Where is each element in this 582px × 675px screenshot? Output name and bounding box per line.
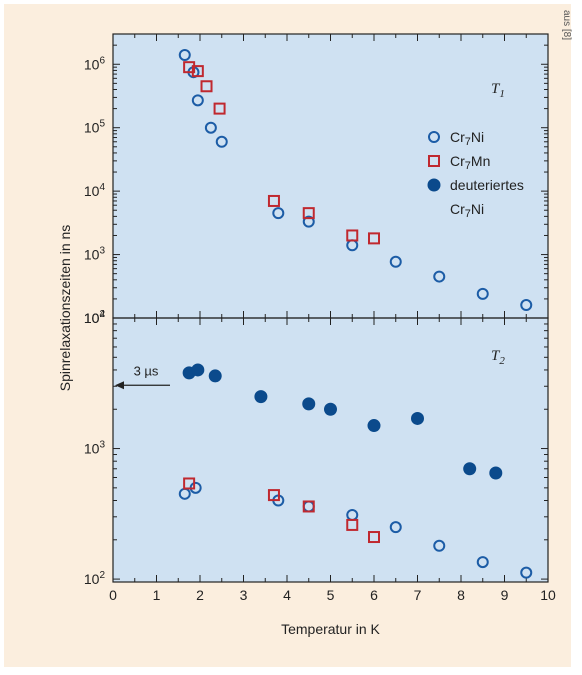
t1-point-open-square [191, 65, 204, 78]
t2-point-open-square [346, 518, 359, 531]
t1-point-open-square [368, 232, 380, 245]
legend-marker-open-circle [428, 131, 440, 143]
t1-point-open-circle [215, 135, 228, 148]
t1-point-open-circle [178, 48, 191, 61]
x-axis-title: Temperatur in K [281, 621, 380, 637]
t1-point-open-circle [520, 299, 533, 312]
t2-point-filled-circle [489, 466, 503, 480]
legend-marker-open-square [428, 155, 440, 167]
t1-point-open-square [302, 207, 315, 220]
t2-point-open-circle [476, 556, 489, 569]
annotation-label: 3 µs [134, 363, 159, 378]
t1-point-open-circle [476, 287, 489, 300]
annotation-arrowhead [115, 381, 124, 390]
t2-y-tick-label: 102 [84, 570, 106, 587]
frame-t2 [112, 317, 549, 583]
source-credit: aus [8] [561, 10, 572, 41]
t2-point-open-square [267, 489, 280, 502]
t2-point-open-square [368, 531, 380, 544]
legend-marker-filled-circle [427, 178, 441, 192]
t1-point-open-square [267, 194, 280, 207]
t2-y-tick-label: 104 [84, 309, 106, 326]
t2-point-filled-circle [191, 363, 205, 377]
panel-label-t1: T1 [491, 81, 505, 100]
t2-point-open-square [302, 500, 315, 513]
legend-label: Cr7Mn [450, 153, 490, 172]
t1-point-open-circle [389, 255, 402, 268]
t2-point-open-square [183, 477, 196, 490]
plot-area-t1 [113, 34, 548, 318]
x-tick-label: 5 [327, 587, 335, 603]
t1-y-tick-label: 102 [84, 309, 106, 326]
t2-y-tick-label: 103 [84, 440, 106, 457]
t1-point-open-circle [302, 215, 315, 228]
t1-point-open-circle [204, 121, 217, 134]
x-tick-label: 10 [540, 587, 556, 603]
t1-y-tick-label: 104 [84, 182, 106, 199]
panel-label-t2: T2 [491, 348, 505, 367]
t2-point-open-circle [389, 521, 402, 534]
y-axis-title: Spinrelaxationszeiten in ns [57, 225, 73, 392]
t1-y-tick-label: 105 [84, 119, 106, 136]
t2-point-filled-circle [367, 419, 381, 433]
plot-area-t2 [113, 318, 548, 582]
t2-point-filled-circle [463, 462, 477, 476]
t1-y-tick-label: 103 [84, 246, 106, 263]
x-tick-label: 8 [457, 587, 465, 603]
t1-y-tick-label: 106 [84, 55, 106, 72]
legend-label: Cr7Ni [450, 129, 484, 148]
legend-label: deuteriertes [450, 177, 524, 193]
t1-point-open-square [183, 61, 196, 74]
t1-point-open-circle [191, 94, 204, 107]
t2-point-filled-circle [411, 411, 424, 425]
t2-point-filled-circle [254, 390, 268, 404]
t1-point-open-square [346, 229, 359, 242]
x-tick-label: 3 [240, 587, 248, 603]
x-tick-label: 0 [109, 587, 117, 603]
t1-point-open-circle [433, 270, 446, 283]
x-tick-label: 6 [370, 587, 378, 603]
t2-point-filled-circle [302, 397, 316, 411]
t1-point-open-circle [272, 207, 285, 220]
x-tick-label: 1 [153, 587, 161, 603]
t1-point-open-square [213, 102, 226, 115]
t1-point-open-square [200, 80, 213, 93]
t2-point-open-circle [433, 539, 446, 552]
legend-label-cont: Cr7Ni [450, 201, 484, 220]
t2-point-filled-circle [324, 402, 337, 416]
x-tick-label: 4 [283, 587, 291, 603]
x-tick-label: 7 [414, 587, 422, 603]
t2-point-open-circle [520, 566, 533, 579]
t2-point-filled-circle [208, 369, 222, 383]
x-tick-label: 2 [196, 587, 204, 603]
x-tick-label: 9 [501, 587, 509, 603]
